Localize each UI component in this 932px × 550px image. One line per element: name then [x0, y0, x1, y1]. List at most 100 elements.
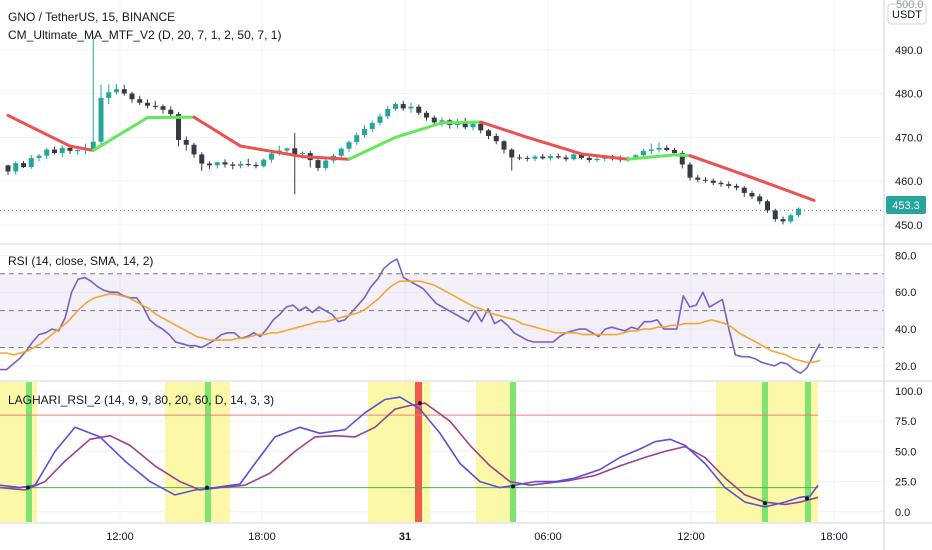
candle-body: [207, 163, 212, 166]
laghari-main-line: [0, 396, 819, 508]
candle-body: [28, 157, 34, 168]
price-tick-label: 450.0: [895, 220, 923, 232]
candle-body: [230, 164, 236, 166]
price-tick-label: 25.0: [895, 477, 916, 489]
currency-badge[interactable]: [887, 3, 927, 25]
price-tick-cut: 500.0: [896, 0, 924, 11]
price-tick-label: 490.0: [895, 45, 923, 57]
candle-body: [292, 148, 298, 154]
price-axes: 12:00 18:00 31 06:00 12:00 18:00 450.0 460.0 470…: [106, 45, 922, 543]
price-tick-label: 100.0: [895, 386, 923, 398]
rsi-ma-line: [0, 280, 821, 364]
candle-body: [338, 148, 344, 156]
candle-body: [269, 153, 274, 160]
candle-body: [586, 157, 592, 161]
price-tick-label: 480.0: [895, 89, 923, 101]
candle-body: [579, 154, 584, 158]
candle-body: [75, 150, 81, 152]
signal-zone-green: [762, 382, 768, 522]
candle-body: [222, 162, 228, 165]
candle-body: [416, 106, 422, 113]
time-tick-label: 18:00: [248, 531, 276, 543]
candle-body: [741, 187, 747, 193]
candle-body: [548, 156, 553, 159]
candle-body: [67, 147, 73, 151]
candle-body: [672, 150, 677, 154]
candle-body: [563, 157, 569, 160]
rsi-legend[interactable]: RSI (14, close, SMA, 14, 2): [8, 254, 153, 268]
candle-body: [470, 123, 476, 128]
price-tick-label: 50.0: [895, 446, 916, 458]
cross-marker: [205, 485, 209, 490]
last-price-badge: [886, 196, 926, 214]
candle-body: [726, 184, 732, 186]
candle-body: [648, 149, 654, 151]
candle-body: [524, 157, 530, 159]
ma-segment: [626, 153, 676, 161]
candle-body: [532, 156, 538, 159]
ma-segment: [440, 120, 483, 125]
candle-body: [346, 142, 352, 149]
candle-body: [462, 121, 468, 128]
candle-body: [59, 147, 65, 154]
candle-body: [393, 104, 398, 109]
candle-body: [44, 149, 50, 156]
candle-body: [400, 104, 406, 109]
candle-body: [765, 201, 770, 211]
candle-body: [571, 154, 577, 160]
candle-body: [199, 154, 205, 164]
candle-body: [633, 155, 639, 158]
cross-marker: [805, 496, 809, 501]
candle-body: [509, 149, 515, 158]
signal-zone-yellow: [165, 382, 230, 522]
time-tick-label: 06:00: [534, 531, 562, 543]
candle-body: [656, 147, 662, 150]
candle-body: [687, 164, 693, 178]
candle-body: [664, 147, 670, 151]
candle-body: [408, 106, 414, 109]
ma-segment: [525, 135, 583, 156]
laghari-legend[interactable]: LAGHARI_RSI_2 (14, 9, 9, 80, 20, 60, D, …: [8, 393, 274, 407]
signal-zone-red: [415, 382, 422, 522]
candle-body: [214, 162, 220, 166]
candle-body: [90, 141, 96, 150]
ma-segment: [192, 115, 242, 148]
ma-segment: [91, 116, 149, 152]
symbol-legend[interactable]: GNO / TetherUS, 15, BINANCE: [8, 10, 175, 24]
candle-body: [780, 219, 786, 222]
candle-body: [114, 89, 119, 93]
candle-body: [323, 160, 329, 168]
ma-segment: [673, 153, 692, 158]
candle-body: [5, 165, 11, 172]
ma-segment: [301, 155, 351, 161]
signal-zone-green: [26, 382, 32, 522]
price-tick-label: 40.0: [895, 324, 916, 336]
price-tick-label: 80.0: [895, 250, 916, 262]
ma-segment: [239, 144, 304, 159]
time-tick-label: 31: [399, 531, 411, 543]
candle-body: [191, 144, 197, 155]
candle-body: [679, 153, 685, 165]
candle-body: [98, 97, 104, 142]
candle-body: [238, 164, 243, 166]
signal-zones: [0, 382, 818, 522]
price-tick-label: 460.0: [895, 176, 923, 188]
candle-body: [703, 179, 708, 181]
candle-body: [245, 164, 251, 166]
cross-marker: [511, 484, 515, 489]
cross-marker: [763, 501, 767, 506]
candle-body: [431, 117, 437, 123]
candle-body: [284, 148, 290, 151]
candle-body: [13, 163, 19, 172]
signal-zone-yellow: [476, 382, 516, 522]
ma-legend[interactable]: CM_Ultimate_MA_MTF_V2 (D, 20, 7, 1, 2, 5…: [8, 28, 281, 42]
candle-body: [385, 108, 391, 117]
candle-body: [21, 163, 26, 168]
candle-body: [261, 159, 267, 167]
candle-body: [501, 141, 507, 150]
candle-body: [493, 136, 499, 142]
candle-body: [478, 123, 484, 131]
candle-body: [710, 180, 716, 183]
candle-body: [253, 164, 259, 167]
